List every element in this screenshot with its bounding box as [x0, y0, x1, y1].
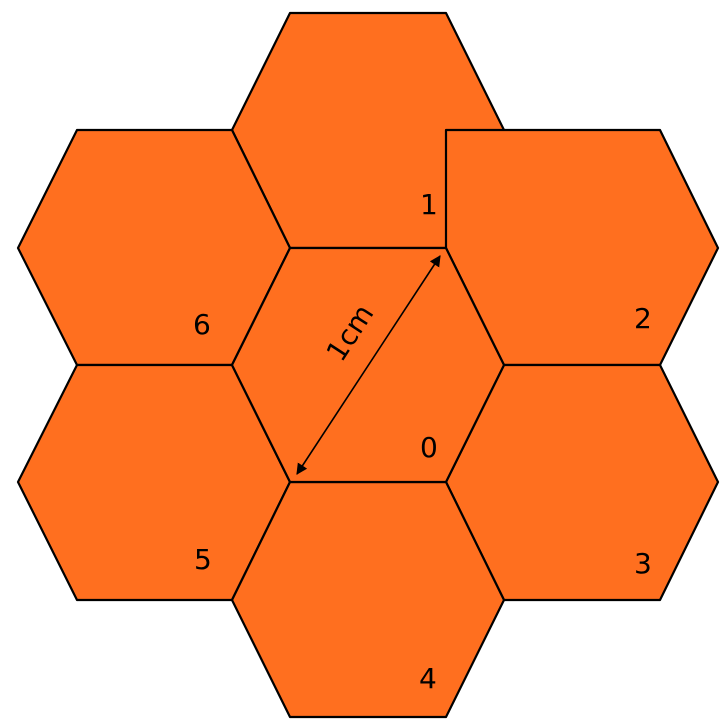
hex-label-2: 2	[634, 302, 652, 335]
hex-cell-4	[230, 480, 506, 719]
measurement-arrow	[296, 255, 441, 475]
hex-label-5: 5	[194, 543, 212, 576]
hex-label-1: 1	[420, 188, 438, 221]
hex-label-0: 0	[420, 431, 438, 464]
hex-label-3: 3	[634, 547, 652, 580]
hex-label-4: 4	[419, 662, 437, 695]
hex-label-6: 6	[193, 308, 211, 341]
